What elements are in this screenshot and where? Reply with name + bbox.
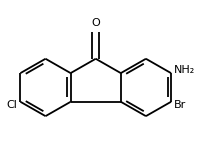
Text: NH₂: NH₂ (174, 65, 195, 75)
Text: Br: Br (174, 100, 186, 110)
Text: O: O (91, 18, 100, 28)
Text: Cl: Cl (7, 100, 18, 110)
